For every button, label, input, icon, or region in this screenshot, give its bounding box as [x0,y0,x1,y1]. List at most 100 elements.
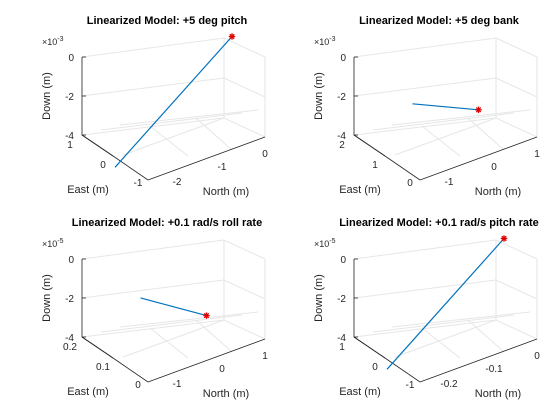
z-tick-label: 0 [340,53,346,64]
z-tick-label: -2 [337,92,346,103]
chart-title: Linearized Model: +0.1 rad/s roll rate [72,217,262,229]
grid-line [122,117,225,156]
grid-line [421,327,461,359]
grid-line [353,77,538,98]
z-tick-label: -4 [65,333,74,344]
north-axis-label: North (m) [203,388,249,400]
north-tick-label: 0 [219,364,225,375]
east-tick-label: 1 [372,160,378,171]
north-tick-label: 1 [262,351,268,362]
z-axis-line [81,259,114,359]
north-tick-label: 0 [491,162,497,173]
grid-line [100,314,243,333]
z-axis-line [353,57,386,157]
z-axis-label: Down (m) [41,72,53,120]
east-axis-line [353,134,386,157]
grid-line [394,319,497,358]
grid-line [391,109,531,126]
series-line [412,103,479,111]
grid-line [149,327,189,359]
north-tick-label: -1 [445,177,454,188]
end-marker [475,106,482,114]
north-tick-label: 1 [534,149,540,160]
chart-title: Linearized Model: +0.1 rad/s pitch rate [339,217,539,229]
grid-line [119,109,259,126]
east-tick-label: 0 [135,380,141,391]
east-tick-label: 2 [339,140,345,151]
z-tick-label: 0 [68,255,74,266]
north-tick-label: -2 [173,177,182,188]
exponent-label: ×10-5 [314,238,336,249]
grid-line [81,37,266,58]
grid-line [372,314,515,333]
chart-title: Linearized Model: +5 deg bank [359,15,520,27]
end-marker [228,33,236,40]
end-marker [203,312,210,319]
grid-line [353,279,538,300]
north-tick-label: -1 [173,379,182,390]
north-axis-line [147,338,266,383]
grid-line [122,319,225,358]
east-axis-label: East (m) [67,184,109,196]
north-axis-label: North (m) [475,388,521,400]
north-axis-label: North (m) [475,186,521,198]
east-axis-line [112,155,149,181]
east-tick-label: 1 [339,342,345,353]
east-axis-line [384,155,421,181]
z-axis-label: Down (m) [313,72,325,120]
grid-line [119,311,259,328]
z-axis-line [81,57,114,157]
east-axis-line [384,357,421,383]
east-axis-line [81,336,114,359]
north-axis-line [147,136,266,181]
chart-title: Linearized Model: +5 deg pitch [87,15,248,27]
grid-line [81,77,266,98]
z-tick-label: -4 [65,131,74,142]
exponent-label: ×10-3 [314,36,336,47]
north-axis-label: North (m) [203,186,249,198]
east-axis-label: East (m) [339,184,381,196]
chart-panel-4: Linearized Model: +0.1 rad/s pitch rate×… [313,217,540,400]
z-tick-label: -4 [337,131,346,142]
east-tick-label: 0.2 [63,342,77,353]
marker-stroke [475,107,482,113]
z-tick-label: -2 [337,294,346,305]
north-tick-label: 0 [534,351,540,362]
z-tick-label: -2 [65,294,74,305]
chart-panel-2: Linearized Model: +5 deg bank ×10-3 0 -2 -4 D… [313,15,540,198]
marker-stroke [229,33,235,40]
grid-line [467,117,505,151]
grid-line [391,311,531,328]
grid-line [394,117,497,156]
grid-line [195,117,233,151]
series-line [140,297,207,317]
end-marker [500,235,508,242]
east-tick-label: 1 [67,140,73,151]
marker-stroke [203,312,210,319]
east-tick-label: -1 [134,178,143,189]
grid-line [372,112,515,131]
z-tick-label: -2 [65,92,74,103]
east-tick-label: 0.1 [96,362,110,373]
north-tick-label: -1 [218,162,227,173]
east-axis-line [81,134,114,157]
east-tick-label: 0 [100,160,106,171]
grid-line [81,279,266,300]
grid-line [149,125,189,157]
east-axis-label: East (m) [339,386,381,398]
z-tick-label: 0 [68,53,74,64]
north-axis-line [419,338,538,383]
grid-line [353,37,538,58]
series-line [386,238,505,370]
east-axis-label: East (m) [67,386,109,398]
east-axis-line [353,336,386,359]
chart-panel-1: Linearized Model: +5 deg pitch ×10-3 0 -2 -4… [41,15,268,198]
z-axis-label: Down (m) [313,274,325,322]
north-tick-label: -0.1 [485,364,503,375]
marker-stroke [501,235,507,242]
east-axis-line [112,357,149,383]
grid-line [421,125,461,157]
exponent-label: ×10-5 [42,238,64,249]
north-tick-label: 0 [262,149,268,160]
